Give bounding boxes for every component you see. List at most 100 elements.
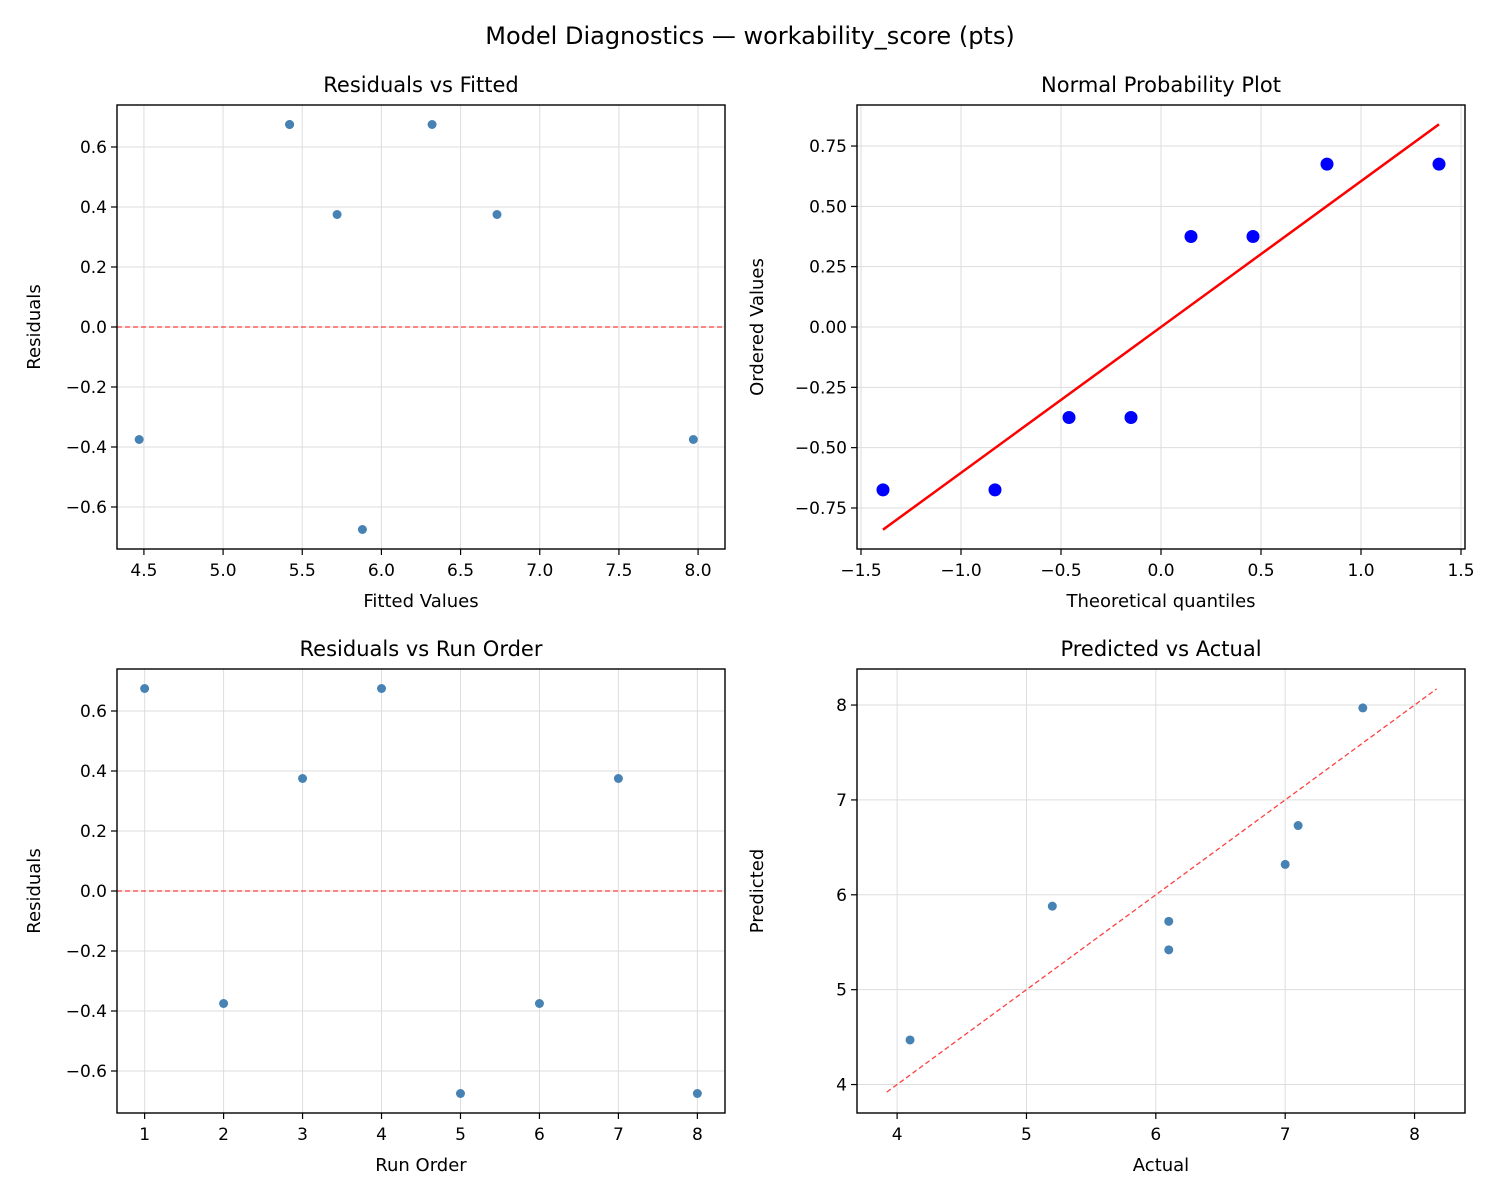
- data-point: [134, 435, 144, 444]
- x-tick-label: 2: [218, 1125, 229, 1145]
- x-tick-label: 4.5: [130, 561, 157, 581]
- y-tick-label: −0.50: [795, 439, 847, 459]
- x-tick-label: 5.5: [289, 561, 316, 581]
- subplot-title: Predicted vs Actual: [1060, 637, 1261, 661]
- data-point: [140, 684, 150, 693]
- axes-frame: [856, 104, 1466, 550]
- y-tick-label: −0.4: [66, 1002, 107, 1022]
- data-point: [1124, 410, 1138, 424]
- subplot-title: Normal Probability Plot: [1041, 73, 1281, 97]
- y-tick-label: −0.2: [66, 942, 107, 962]
- x-tick-label: 1.0: [1347, 561, 1374, 581]
- x-tick-label: 5.0: [210, 561, 237, 581]
- data-point: [492, 210, 502, 219]
- x-tick-label: −1.0: [940, 561, 981, 581]
- y-tick-label: 8: [836, 696, 847, 716]
- data-point: [534, 999, 544, 1008]
- y-tick-label: −0.4: [66, 438, 107, 458]
- reference-line: [886, 688, 1437, 1093]
- data-point: [1184, 230, 1198, 244]
- x-axis-label: Actual: [1133, 1155, 1189, 1176]
- resid-fitted-panel: 4.5 5.0 5.5 6.0 6.5 7.0 7.5 8.0 −0.6 −0.4 −0.2 0.0 0…: [24, 73, 726, 612]
- x-tick-label: 5: [1021, 1125, 1032, 1145]
- subplot-title: Residuals vs Fitted: [323, 73, 518, 97]
- x-tick-label: 4: [892, 1125, 903, 1145]
- axes-frame: [856, 668, 1466, 1114]
- y-tick-label: 6: [836, 886, 847, 906]
- x-tick-label: 6.5: [447, 561, 474, 581]
- y-tick-label: 0.4: [80, 762, 107, 782]
- data-point: [1047, 901, 1057, 911]
- data-point: [455, 1089, 465, 1098]
- x-tick-label: 1.5: [1447, 561, 1474, 581]
- data-point: [1280, 859, 1290, 869]
- y-tick-label: −0.25: [795, 378, 847, 398]
- x-tick-label: 3: [297, 1125, 308, 1145]
- y-tick-label: 7: [836, 791, 847, 811]
- y-tick-label: 0.25: [809, 258, 847, 278]
- resid-order-panel: 1 2 3 4 5 6 7 8 −0.6 −0.4 −0.2 0.0 0.2 0.4 0.6 Residual…: [24, 637, 726, 1176]
- data-point: [1432, 157, 1446, 171]
- y-axis-label: Residuals: [24, 284, 45, 369]
- data-point: [613, 774, 623, 783]
- x-tick-label: 6: [1150, 1125, 1161, 1145]
- data-point: [1164, 945, 1174, 955]
- y-axis-label: Ordered Values: [747, 258, 768, 396]
- data-point: [1358, 703, 1368, 713]
- data-point: [1320, 157, 1334, 171]
- x-tick-label: −0.5: [1040, 561, 1081, 581]
- data-point: [692, 1089, 702, 1098]
- x-tick-label: 1: [139, 1125, 150, 1145]
- y-tick-label: 0.75: [809, 137, 847, 157]
- x-tick-label: 8: [692, 1125, 703, 1145]
- y-tick-label: −0.2: [66, 378, 107, 398]
- y-tick-label: 0.2: [80, 822, 107, 842]
- figure-title: Model Diagnostics — workability_score (p…: [485, 22, 1014, 50]
- x-tick-label: 4: [376, 1125, 387, 1145]
- x-axis-label: Fitted Values: [363, 591, 478, 612]
- y-tick-label: −0.75: [795, 499, 847, 519]
- x-axis-label: Theoretical quantiles: [1065, 591, 1255, 612]
- data-point: [427, 120, 437, 129]
- x-axis-label: Run Order: [375, 1155, 467, 1176]
- data-point: [1293, 821, 1303, 831]
- data-point: [219, 999, 229, 1008]
- data-point: [285, 120, 295, 129]
- data-point: [1246, 230, 1260, 244]
- x-tick-label: 6.0: [368, 561, 395, 581]
- x-tick-label: 7: [1280, 1125, 1291, 1145]
- x-tick-label: 8.0: [685, 561, 712, 581]
- y-tick-label: −0.6: [66, 498, 107, 518]
- data-point: [1164, 916, 1174, 926]
- y-tick-label: 0.0: [80, 318, 107, 338]
- subplot-title: Residuals vs Run Order: [300, 637, 543, 661]
- x-tick-label: −1.5: [840, 561, 881, 581]
- x-tick-label: 7.0: [526, 561, 553, 581]
- pred-actual-panel: 4 5 6 7 8 4 5 6 7 8 Predicted vs Actual Actual Predi…: [747, 637, 1466, 1176]
- x-tick-label: 7.5: [605, 561, 632, 581]
- x-tick-label: 6: [534, 1125, 545, 1145]
- data-point: [688, 435, 698, 444]
- y-tick-label: 0.6: [80, 138, 107, 158]
- y-tick-label: 0.00: [809, 318, 847, 338]
- y-tick-label: 5: [836, 981, 847, 1001]
- data-point: [876, 483, 890, 497]
- x-tick-label: 0.5: [1247, 561, 1274, 581]
- data-point: [332, 210, 342, 219]
- data-point: [988, 483, 1002, 497]
- normal-prob-panel: −1.5 −1.0 −0.5 0.0 0.5 1.0 1.5 −0.75 −0.50 −0.25 0…: [747, 73, 1475, 612]
- y-tick-label: 0.2: [80, 258, 107, 278]
- axes-frame: [116, 668, 726, 1114]
- y-tick-label: 4: [836, 1076, 847, 1096]
- data-point: [377, 684, 387, 693]
- axes-frame: [116, 104, 726, 550]
- data-point: [298, 774, 308, 783]
- x-tick-label: 5: [455, 1125, 466, 1145]
- data-point: [357, 525, 367, 534]
- y-tick-label: 0.0: [80, 882, 107, 902]
- data-point: [1062, 410, 1076, 424]
- y-axis-label: Predicted: [747, 849, 768, 934]
- y-axis-label: Residuals: [24, 848, 45, 933]
- data-point: [905, 1035, 915, 1045]
